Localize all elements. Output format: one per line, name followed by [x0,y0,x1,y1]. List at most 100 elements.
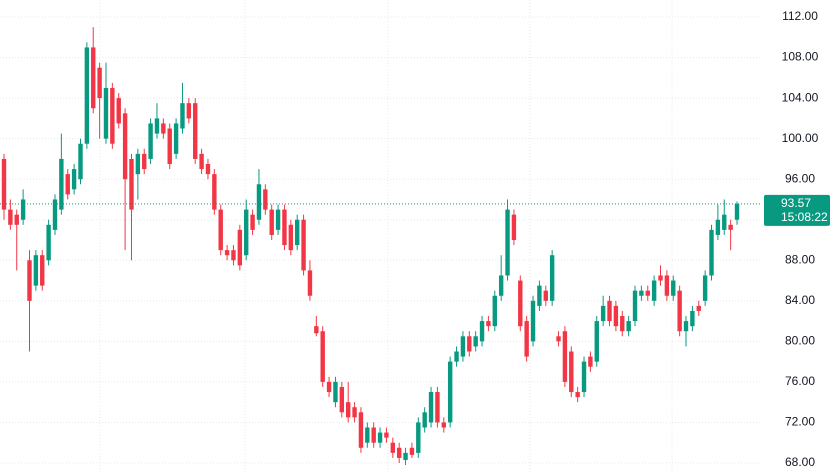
candle-body [358,412,364,448]
candle-body [594,321,599,362]
candle-body [71,169,77,190]
y-tick-label: 108.00 [782,50,819,64]
candle-body [65,174,70,195]
candle-body [549,255,555,301]
candle-body [269,209,274,235]
candle-body [345,402,351,418]
candle-body [40,255,45,286]
candle-body [543,290,548,301]
candle-body [256,184,262,220]
candle-body [498,275,504,296]
candle-body [664,275,670,296]
candle-body [390,442,396,453]
candle-body [333,381,338,403]
candle-body [683,321,689,332]
candle-body [556,336,561,342]
candle-body [1,158,7,210]
candle-body [728,224,733,230]
candle-body [231,250,236,261]
candle-body [441,422,446,428]
candle-body [237,229,243,266]
candle-body [263,189,268,210]
candle-body [352,407,357,418]
candle-body [122,113,128,180]
candle-body [632,290,638,322]
candle-body [275,209,281,230]
candle-body [403,452,408,460]
candle-body [658,275,663,281]
candle-body [20,199,26,220]
candle-body [148,123,153,159]
candle-body [639,290,644,296]
candle-body [142,153,147,170]
candle-body [416,422,421,453]
candle-body [384,432,389,438]
y-tick-label: 80.00 [785,334,815,348]
candle-body [84,47,90,144]
y-tick-label: 104.00 [782,90,819,104]
candle-body [702,275,708,301]
candle-body [722,214,727,230]
candle-body [205,163,211,175]
candle-body [46,224,51,261]
candle-body [677,290,682,332]
candle-body [607,300,612,322]
candle-body [288,224,294,251]
candle-body [715,219,721,235]
last-price-label: 93.57 [781,196,811,210]
candle-body [320,331,325,382]
y-tick-label: 100.00 [782,131,819,145]
candle-body [479,321,485,342]
candle-body [511,214,517,241]
candle-body [339,386,345,413]
candle-body [97,67,102,99]
candle-body [167,128,172,164]
candle-body [447,361,453,423]
candle-body [52,199,58,230]
candle-body [530,300,536,342]
candle-body [671,280,676,296]
candle-body [91,47,96,109]
candle-body [326,381,332,393]
candle-body [212,174,217,210]
candle-body [59,158,64,210]
candle-body [8,209,13,225]
candle-body [199,153,204,170]
candle-body [492,295,497,327]
last-price-tag [764,194,830,226]
candle-body [435,392,440,423]
candle-body [569,351,574,393]
y-tick-label: 84.00 [785,293,815,307]
candle-body [14,214,19,225]
candle-body [186,103,192,119]
y-tick-label: 68.00 [785,455,815,469]
candle-body [486,321,491,327]
candle-body [250,214,255,230]
candle-body [103,87,109,139]
candle-body [505,209,510,276]
candle-body [588,356,593,367]
candle-body [467,336,472,352]
candle-body [135,153,141,175]
candle-body [454,351,459,362]
candle-body [537,285,542,306]
candle-body [460,336,466,357]
candle-body [180,103,185,129]
candle-body [620,316,625,332]
candle-body [244,209,249,256]
candle-body [600,305,606,322]
y-tick-label: 112.00 [782,9,818,23]
candle-body [518,280,523,327]
y-tick-label: 88.00 [785,252,815,266]
y-tick-label: 96.00 [785,171,815,185]
countdown-label: 15:08:22 [781,210,828,224]
candle-body [218,209,223,251]
candle-body [734,203,740,220]
candle-body [161,123,166,134]
candle-body [581,361,587,393]
candle-body [709,229,714,276]
candle-body [307,270,313,296]
candle-body [33,255,39,286]
candle-body [626,321,631,332]
